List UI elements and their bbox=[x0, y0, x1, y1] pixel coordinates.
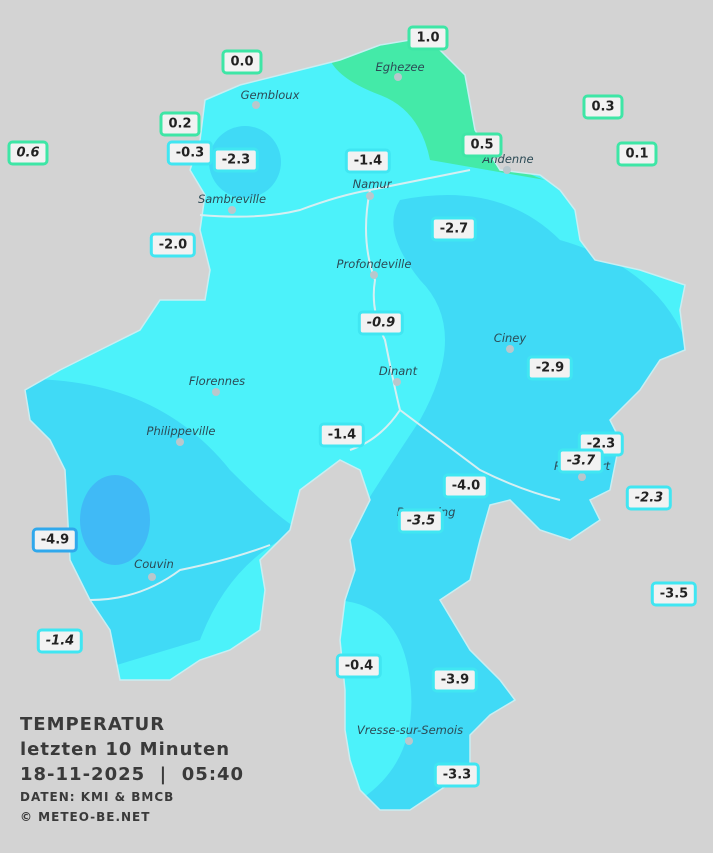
legend-copyright: © METEO-BE.NET bbox=[20, 810, 151, 824]
city-dot bbox=[370, 271, 378, 279]
city-dot bbox=[506, 345, 514, 353]
city-dot bbox=[252, 101, 260, 109]
city-label: Namur bbox=[352, 177, 392, 191]
city-label: Eghezee bbox=[375, 60, 425, 74]
city-dot bbox=[212, 388, 220, 396]
temperature-reading: -0.4 bbox=[335, 653, 383, 679]
city-dot bbox=[393, 378, 401, 386]
city-label: Dinant bbox=[378, 364, 418, 378]
city-dot bbox=[366, 192, 374, 200]
temperature-reading: -1.4 bbox=[344, 148, 392, 174]
city-label: Florennes bbox=[188, 374, 246, 388]
temperature-reading: -4.0 bbox=[442, 473, 490, 499]
city-label: Profondeville bbox=[336, 257, 412, 271]
temperature-reading: 1.0 bbox=[407, 25, 449, 51]
temperature-reading: 0.2 bbox=[159, 111, 201, 137]
temperature-reading: -0.9 bbox=[357, 310, 405, 336]
temperature-reading: 0.1 bbox=[616, 141, 658, 167]
temperature-reading: -3.3 bbox=[433, 762, 481, 788]
temperature-reading: -2.3 bbox=[625, 485, 673, 511]
temperature-reading: -3.9 bbox=[431, 667, 479, 693]
temperature-reading: -2.9 bbox=[526, 355, 574, 381]
legend-datetime: 18-11-2025 | 05:40 bbox=[20, 764, 245, 785]
city-dot bbox=[176, 438, 184, 446]
legend-title: TEMPERATUR bbox=[20, 714, 166, 735]
temperature-reading: -0.3 bbox=[166, 140, 214, 166]
temperature-reading: -3.7 bbox=[557, 448, 605, 474]
temperature-reading: -1.4 bbox=[36, 628, 84, 654]
city-label: Gembloux bbox=[240, 88, 300, 102]
city-label: Philippeville bbox=[146, 424, 216, 438]
rivers bbox=[89, 169, 561, 601]
temperature-reading: 0.0 bbox=[221, 49, 263, 75]
city-dot bbox=[148, 573, 156, 581]
city-label: Ciney bbox=[493, 331, 527, 345]
city-dot bbox=[228, 206, 236, 214]
temperature-reading: -4.9 bbox=[31, 527, 79, 553]
legend-source: DATEN: KMI & BMCB bbox=[20, 790, 175, 804]
city-dot bbox=[394, 73, 402, 81]
temperature-reading: 0.3 bbox=[582, 94, 624, 120]
temperature-reading: 0.6 bbox=[7, 140, 49, 166]
city-dot bbox=[405, 737, 413, 745]
temperature-reading: -3.5 bbox=[650, 581, 698, 607]
temperature-reading: -2.0 bbox=[149, 232, 197, 258]
temperature-reading: -3.5 bbox=[397, 508, 445, 534]
temperature-reading: -2.7 bbox=[430, 216, 478, 242]
legend: TEMPERATUR letzten 10 Minuten 18-11-2025… bbox=[20, 712, 244, 827]
city-label: Vresse-sur-Semois bbox=[356, 723, 464, 737]
legend-period: letzten 10 Minuten bbox=[20, 739, 231, 760]
city-label: Couvin bbox=[134, 557, 174, 571]
city-dot bbox=[578, 473, 586, 481]
city-dot bbox=[503, 166, 511, 174]
temperature-reading: 0.5 bbox=[461, 132, 503, 158]
temperature-reading: -1.4 bbox=[318, 422, 366, 448]
city-label: Sambreville bbox=[197, 192, 267, 206]
temperature-reading: -2.3 bbox=[212, 147, 260, 173]
